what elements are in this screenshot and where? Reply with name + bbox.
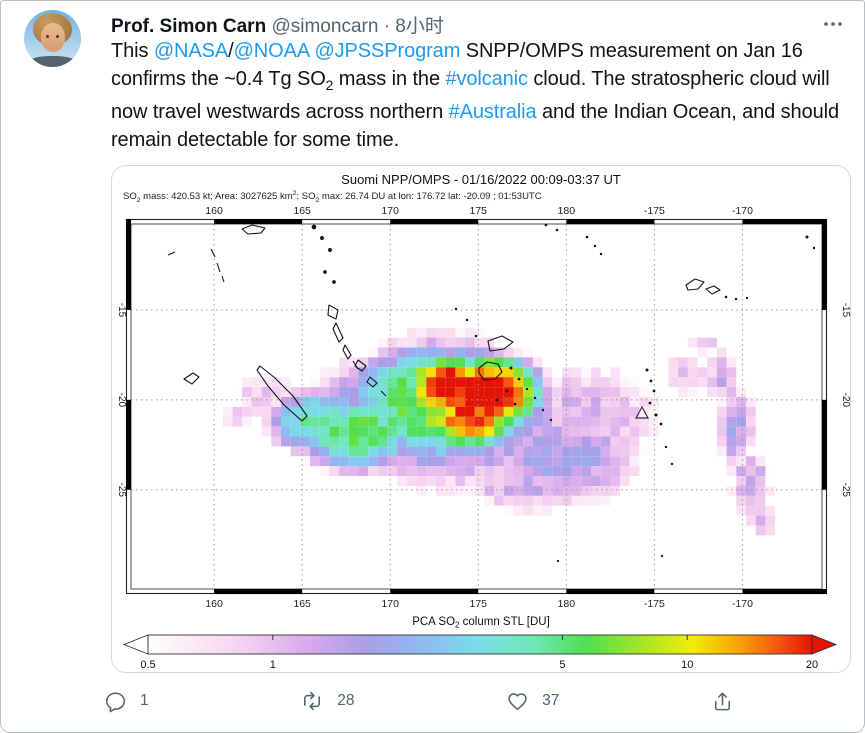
svg-text:-15: -15 (840, 303, 850, 318)
colorbar-left-arrow (122, 634, 149, 655)
share-icon (715, 691, 730, 710)
retweet-count: 28 (337, 692, 355, 709)
svg-text:-170: -170 (732, 598, 753, 610)
map-top-axis-labels: 160 165 170 175 180 -175 -170 (205, 205, 753, 217)
author-name[interactable]: Prof. Simon Carn (111, 16, 267, 37)
more-icon (824, 22, 842, 26)
colorbar-ticks: 0.5 1 5 10 20 (140, 635, 818, 671)
tweet-body: This @NASA/@NOAA @JPSSProgram SNPP/OMPS … (111, 40, 839, 151)
colorbar-label: PCA SO2 column STL [DU] (412, 616, 550, 630)
avatar-face (41, 23, 65, 52)
tweet-media-image[interactable]: Suomi NPP/OMPS - 01/16/2022 00:09-03:37 … (111, 165, 851, 673)
tweet-actions: 1 28 37 (104, 680, 734, 722)
svg-text:175: 175 (469, 598, 487, 610)
like-button[interactable]: 37 (506, 690, 559, 713)
coastlines (167, 223, 816, 563)
share-button[interactable] (711, 690, 734, 713)
svg-text:170: 170 (381, 205, 399, 217)
svg-text:160: 160 (205, 598, 223, 610)
svg-text:1: 1 (270, 659, 276, 671)
svg-text:170: 170 (381, 598, 399, 610)
avatar-shoulders (29, 56, 76, 67)
svg-text:175: 175 (469, 205, 487, 217)
svg-text:180: 180 (558, 598, 576, 610)
colorbar-gradient-bar (147, 634, 813, 655)
svg-text:-175: -175 (644, 598, 665, 610)
svg-text:-175: -175 (644, 205, 665, 217)
svg-text:5: 5 (559, 659, 565, 671)
tweet-timestamp[interactable]: 8小时 (395, 16, 444, 37)
map-gridlines (131, 224, 822, 589)
svg-text:-25: -25 (116, 483, 127, 498)
so2-map: 160 165 170 175 180 -175 -170 160 165 170 175 180 -… (116, 205, 850, 671)
map-subtitle: SO2 mass: 420.53 kt; Area: 3027625 km2; … (123, 190, 542, 205)
map-lat-axis-labels: -15 -15 -20 -20 -25 -25 (116, 303, 850, 498)
more-options-button[interactable] (820, 13, 846, 35)
svg-text:0.5: 0.5 (140, 659, 155, 671)
tweet-header: Prof. Simon Carn @simoncarn · 8小时 (111, 11, 444, 38)
retweet-icon (304, 691, 321, 711)
so2-cloud-pixels (222, 327, 776, 536)
svg-text:20: 20 (806, 659, 818, 671)
inline-link[interactable]: @NASA (153, 40, 229, 62)
avatar-eyes (46, 35, 49, 38)
svg-text:165: 165 (293, 598, 311, 610)
reply-button[interactable]: 1 (104, 690, 149, 713)
map-fancy-border (125, 218, 828, 595)
colorbar-right-arrow (811, 634, 838, 655)
reply-count: 1 (140, 692, 149, 709)
svg-text:10: 10 (681, 659, 693, 671)
retweet-button[interactable]: 28 (300, 689, 355, 713)
map-title: Suomi NPP/OMPS - 01/16/2022 00:09-03:37 … (341, 172, 621, 187)
map-bottom-axis-labels: 160 165 170 175 180 -175 -170 (205, 598, 753, 610)
svg-text:-25: -25 (840, 483, 850, 498)
inline-link[interactable]: @NOAA (233, 40, 309, 62)
heart-icon (508, 692, 527, 710)
avatar[interactable] (24, 10, 81, 67)
reply-icon (105, 691, 126, 712)
inline-link[interactable]: #volcanic (445, 67, 528, 90)
header-separator: · (383, 16, 391, 37)
volcano-marker (634, 405, 650, 419)
svg-text:-170: -170 (732, 205, 753, 217)
svg-text:160: 160 (205, 205, 223, 217)
svg-text:180: 180 (558, 205, 576, 217)
svg-text:-20: -20 (116, 393, 127, 408)
inline-link[interactable]: #Australia (448, 101, 537, 123)
svg-text:165: 165 (293, 205, 311, 217)
colorbar: PCA SO2 column STL [DU] 0.5 1 5 10 20 (122, 616, 838, 671)
like-count: 37 (542, 692, 560, 709)
author-handle[interactable]: @simoncarn (271, 16, 379, 37)
svg-text:-20: -20 (840, 393, 850, 408)
inline-link[interactable]: @JPSSProgram (314, 40, 461, 62)
svg-text:-15: -15 (116, 303, 127, 318)
